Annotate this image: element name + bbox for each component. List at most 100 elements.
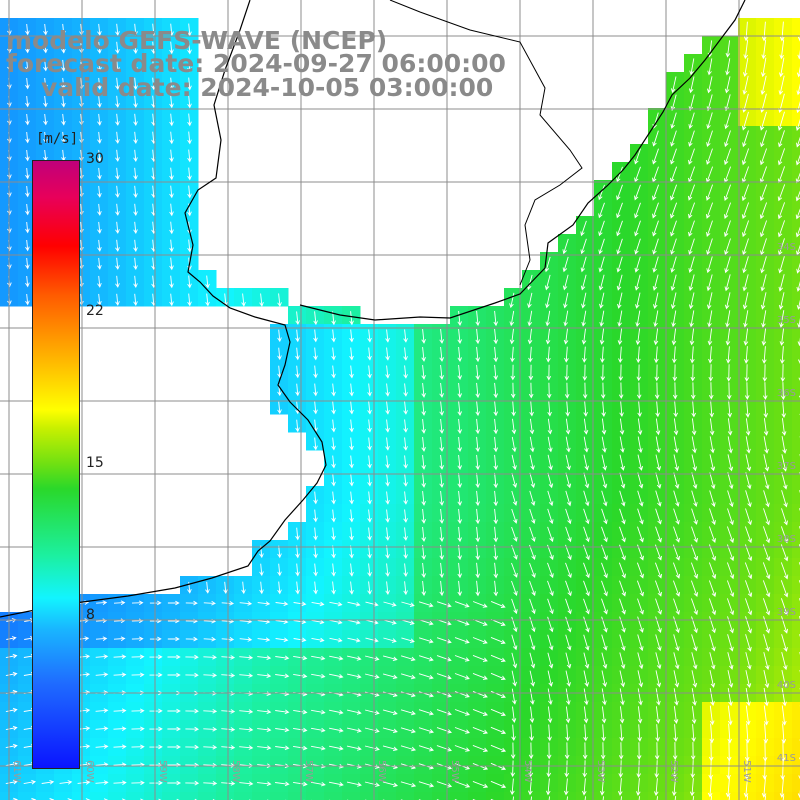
wind-arrow (367, 545, 372, 559)
wind-arrow (688, 76, 695, 94)
wind-arrow (565, 526, 572, 543)
wind-arrow (670, 94, 677, 112)
wind-arrow (637, 724, 642, 742)
wind-arrow (598, 274, 605, 291)
wind-arrow (706, 274, 713, 292)
wind-arrow (187, 239, 192, 253)
wind-arrow (764, 795, 767, 800)
wind-arrow (25, 77, 30, 90)
longitude-label: 55W (449, 760, 460, 783)
wind-arrow (382, 727, 398, 734)
wind-arrow (778, 75, 785, 96)
wind-arrow (293, 655, 308, 661)
wind-arrow (511, 490, 518, 506)
wind-arrow (583, 400, 588, 417)
wind-arrow (457, 400, 463, 417)
wind-arrow (475, 436, 481, 453)
wind-arrow (347, 619, 361, 625)
wind-arrow (691, 652, 698, 670)
wind-cell (612, 792, 631, 800)
wind-arrow (346, 781, 362, 787)
wind-arrow (493, 508, 499, 525)
wind-arrow (313, 401, 318, 415)
wind-arrow (636, 742, 642, 760)
wind-arrow (583, 562, 590, 579)
wind-arrow (187, 167, 192, 181)
wind-arrow (149, 708, 163, 714)
wind-arrow (385, 419, 390, 433)
wind-arrow (745, 670, 752, 689)
wind-arrow (761, 39, 767, 60)
wind-arrow (741, 111, 749, 131)
wind-arrow (709, 634, 716, 652)
wind-arrow (349, 491, 354, 505)
wind-arrow (403, 329, 408, 343)
wind-arrow (509, 292, 515, 309)
wind-arrow (95, 780, 109, 785)
wind-arrow (149, 726, 163, 732)
wind-arrow (457, 364, 463, 381)
wind-arrow (385, 437, 390, 451)
wind-arrow (349, 509, 354, 523)
wind-arrow (652, 202, 659, 219)
wind-arrow (529, 400, 534, 417)
wind-cell (792, 306, 800, 325)
wind-arrow (634, 220, 641, 237)
wind-arrow (619, 454, 625, 471)
wind-arrow (779, 39, 785, 60)
wind-arrow (655, 508, 662, 525)
wind-arrow (349, 365, 354, 379)
wind-arrow (619, 490, 626, 507)
wind-arrow (761, 328, 767, 346)
wind-arrow (385, 401, 390, 415)
wind-arrow (25, 95, 30, 108)
wind-arrow (619, 616, 626, 633)
wind-arrow (634, 184, 641, 201)
wind-arrow (311, 655, 326, 661)
wind-arrow (781, 472, 788, 490)
wind-arrow (616, 256, 623, 273)
wind-arrow (778, 292, 785, 310)
wind-arrow (511, 598, 518, 615)
wind-arrow (418, 673, 434, 680)
wind-arrow (688, 112, 695, 130)
wind-arrow (95, 708, 109, 713)
wind-arrow (313, 509, 318, 523)
wind-cell (792, 144, 800, 163)
longitude-label: 59W (157, 760, 168, 783)
wind-arrow (759, 220, 768, 238)
wind-arrow (418, 691, 434, 698)
wind-arrow (619, 670, 626, 688)
wind-arrow (97, 185, 102, 198)
wind-arrow (528, 760, 534, 778)
wind-arrow (565, 580, 572, 597)
wind-arrow (25, 185, 30, 198)
wind-arrow (547, 580, 554, 597)
wind-arrow (727, 472, 734, 490)
wind-arrow (349, 401, 354, 415)
wind-arrow (762, 598, 771, 616)
wind-arrow (490, 636, 506, 644)
wind-arrow (547, 436, 553, 453)
wind-arrow (454, 601, 470, 608)
wind-arrow (763, 652, 770, 671)
wind-arrow (691, 688, 697, 706)
wind-arrow (529, 724, 534, 742)
wind-arrow (43, 95, 48, 108)
wind-arrow (759, 111, 767, 131)
wind-cell (666, 792, 685, 800)
wind-arrow (436, 709, 452, 716)
wind-arrow (149, 654, 163, 660)
colorbar-tick-30: 30 (86, 151, 104, 167)
wind-arrow (780, 562, 789, 580)
wind-arrow (708, 526, 716, 543)
wind-arrow (454, 637, 470, 644)
wind-arrow (331, 509, 336, 523)
wind-arrow (367, 437, 372, 451)
wind-arrow (797, 358, 800, 365)
wind-arrow (169, 257, 174, 271)
wind-arrow (25, 221, 30, 234)
wind-arrow (115, 239, 120, 252)
wind-arrow (400, 691, 416, 698)
wind-arrow (601, 508, 608, 525)
